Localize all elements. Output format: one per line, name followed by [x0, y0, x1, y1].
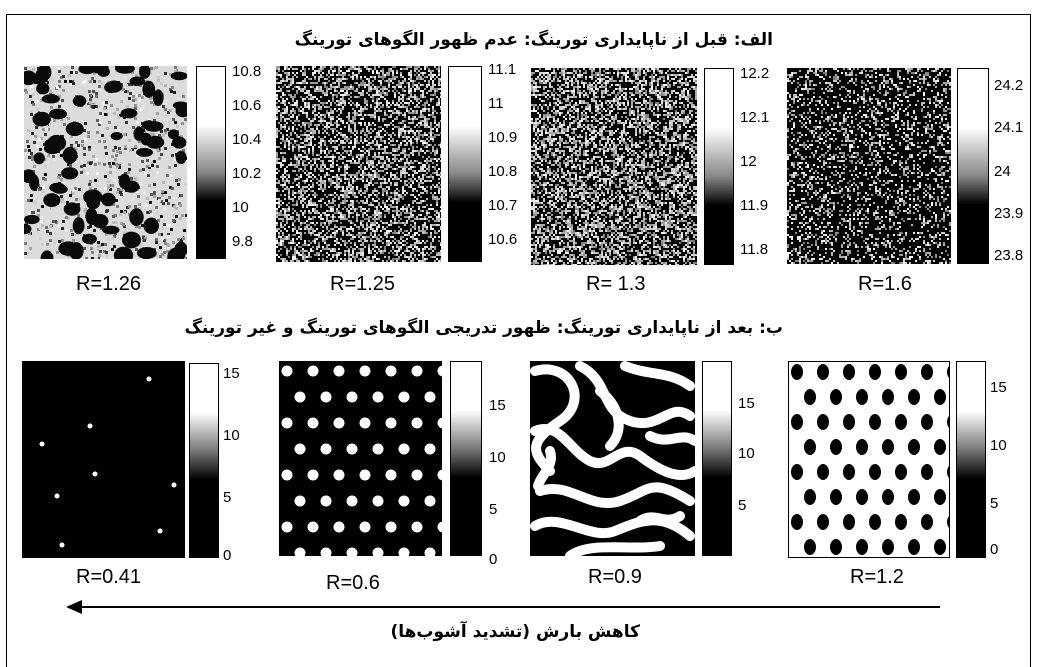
colorbar-tick: 10.9 [488, 129, 518, 146]
colorbar-tick: 11.1 [488, 61, 517, 78]
pattern-image [276, 66, 442, 262]
colorbar-tick: 24 [994, 163, 1011, 180]
colorbar-tick: 15 [990, 379, 1007, 396]
colorbar-tick: 10.6 [232, 97, 262, 114]
pattern-image [279, 361, 449, 559]
colorbar-tick: 10.4 [232, 131, 262, 148]
panel-label: R=1.2 [850, 566, 904, 588]
colorbar-tick: 23.9 [994, 205, 1024, 222]
colorbar [956, 361, 986, 558]
colorbar-tick: 12 [740, 153, 757, 170]
pattern-image [22, 361, 185, 558]
pattern-image [530, 361, 700, 561]
panel-label: R=1.6 [858, 273, 912, 295]
panel-label: R=1.25 [330, 273, 396, 295]
colorbar-tick: 15 [223, 365, 240, 382]
panel-label: R= 1.3 [586, 273, 646, 295]
colorbar-tick: 15 [738, 395, 755, 412]
pattern-image [788, 361, 959, 558]
arrow-caption: کاهش بارش (تشدید آشوب‌ها) [390, 622, 640, 642]
panel-label: R=0.6 [326, 572, 380, 594]
panel-label: R=0.9 [588, 566, 642, 588]
colorbar-tick: 23.8 [994, 247, 1024, 264]
panel-label: R=1.26 [76, 273, 142, 295]
colorbar-tick: 10 [990, 437, 1007, 454]
colorbar [702, 361, 732, 556]
figure-frame [6, 14, 1031, 667]
heading-after-turing: ب: بعد از ناپایداری تورینگ: ظهور تدریجی … [184, 318, 783, 338]
pattern-image [531, 68, 697, 266]
pattern-image [787, 68, 951, 264]
colorbar-tick: 5 [990, 495, 999, 512]
pattern-image [17, 61, 191, 266]
panel-label: R=0.41 [76, 566, 142, 588]
colorbar [189, 363, 219, 558]
colorbar-tick: 11.9 [740, 197, 769, 214]
colorbar-tick: 12.2 [740, 65, 770, 82]
colorbar-tick: 15 [489, 397, 506, 414]
colorbar [448, 66, 482, 262]
colorbar-tick: 10 [738, 445, 755, 462]
colorbar [704, 68, 734, 265]
colorbar [196, 66, 226, 259]
colorbar [450, 361, 482, 556]
colorbar-tick: 10.6 [488, 231, 518, 248]
colorbar-tick: 10.8 [232, 63, 262, 80]
colorbar-tick: 10.8 [488, 163, 518, 180]
arrow-line [80, 606, 940, 608]
colorbar-tick: 9.8 [232, 233, 253, 250]
colorbar-tick: 10 [232, 199, 249, 216]
colorbar-tick: 10 [223, 427, 240, 444]
colorbar-tick: 0 [990, 541, 999, 558]
colorbar-tick: 12.1 [740, 109, 770, 126]
colorbar-tick: 24.1 [994, 119, 1024, 136]
heading-before-turing: الف: قبل از ناپایداری تورینگ: عدم ظهور ا… [294, 30, 773, 50]
colorbar-tick: 10.7 [488, 197, 518, 214]
colorbar-tick: 5 [738, 497, 747, 514]
colorbar-tick: 11.8 [740, 241, 769, 258]
colorbar-tick: 10 [489, 449, 506, 466]
colorbar-tick: 24.2 [994, 77, 1024, 94]
colorbar-tick: 0 [489, 551, 498, 568]
arrow-left-icon [66, 600, 82, 614]
colorbar-tick: 5 [489, 501, 498, 518]
colorbar-tick: 5 [223, 489, 232, 506]
colorbar-tick: 10.2 [232, 165, 262, 182]
colorbar [957, 68, 989, 264]
colorbar-tick: 11 [488, 95, 504, 112]
colorbar-tick: 0 [223, 547, 232, 564]
